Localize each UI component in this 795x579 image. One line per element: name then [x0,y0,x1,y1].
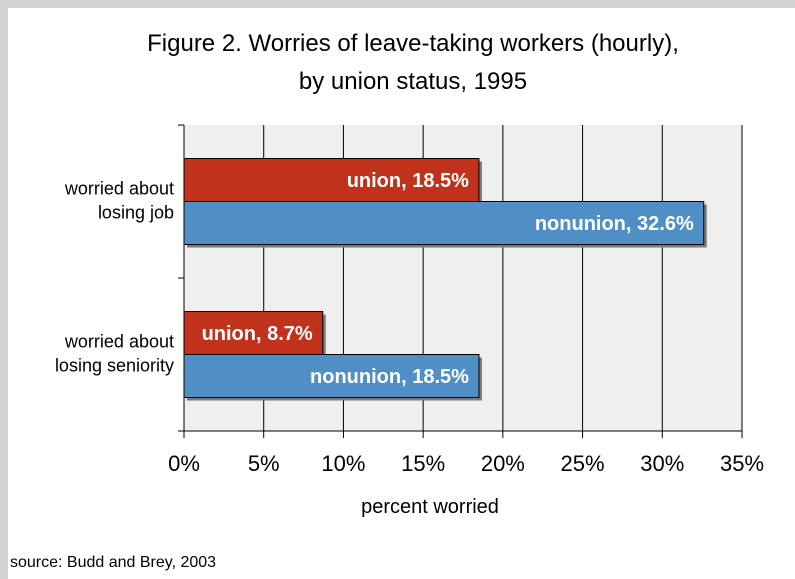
chart: Figure 2. Worries of leave-taking worker… [10,30,764,571]
bars [183,158,707,401]
bar-label-union: union, 18.5% [347,170,469,192]
bar-nonunion [183,201,705,245]
chart-title-line-1: Figure 2. Worries of leave-taking worker… [147,30,679,57]
x-tick-label: 35% [720,451,764,476]
x-tick-label: 0% [168,451,200,476]
category-label: losing seniority [55,356,174,376]
bar-union [183,158,480,202]
bar-union [183,311,324,355]
bar-label-nonunion: nonunion, 18.5% [310,366,469,388]
bar-nonunion [183,354,480,398]
category-labels: worried about losing job worried about losi… [55,179,174,376]
category-label: losing job [98,203,174,223]
category-label: worried about [64,179,174,199]
category-label: worried about [64,332,174,352]
x-tick-label: 25% [561,451,605,476]
x-axis-ticks: 0% 5% 10% 15% 20% 25% 30% 35% [168,431,764,476]
y-axis-ticks [178,124,184,432]
bar-labels: union, 18.5% nonunion, 32.6% union, 8.7% no… [202,170,694,388]
bar-label-union: union, 8.7% [202,323,313,345]
x-tick-label: 5% [248,451,280,476]
x-tick-label: 20% [481,451,525,476]
bar-label-nonunion: nonunion, 32.6% [535,213,694,235]
x-tick-label: 30% [640,451,684,476]
chart-title-line-2: by union status, 1995 [299,68,527,95]
x-axis-title: percent worried [361,496,499,518]
x-tick-label: 10% [321,451,365,476]
x-tick-label: 15% [401,451,445,476]
source-note: source: Budd and Brey, 2003 [10,554,216,571]
chart-frame: Figure 2. Worries of leave-taking worker… [8,8,795,579]
